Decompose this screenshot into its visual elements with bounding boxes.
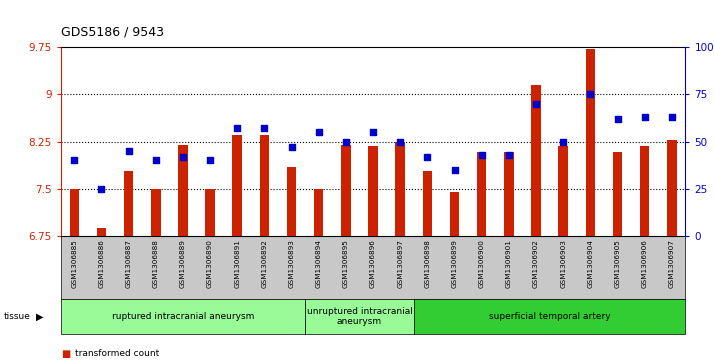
Point xyxy=(258,126,270,131)
Point xyxy=(286,144,297,150)
Point xyxy=(503,152,515,158)
Point xyxy=(476,152,488,158)
Bar xyxy=(314,189,323,236)
Point xyxy=(585,91,596,97)
Text: GDS5186 / 9543: GDS5186 / 9543 xyxy=(61,25,164,38)
Bar xyxy=(151,189,161,236)
Point xyxy=(177,154,188,160)
Bar xyxy=(450,192,459,236)
Text: transformed count: transformed count xyxy=(75,350,159,358)
Point xyxy=(639,114,650,120)
Point xyxy=(69,158,80,163)
Bar xyxy=(640,146,650,236)
Bar xyxy=(667,140,677,236)
Text: ▶: ▶ xyxy=(36,312,44,322)
Text: unruptured intracranial
aneurysm: unruptured intracranial aneurysm xyxy=(306,307,413,326)
Bar xyxy=(396,142,405,236)
Text: ruptured intracranial aneurysm: ruptured intracranial aneurysm xyxy=(111,312,254,321)
Bar xyxy=(368,146,378,236)
Point xyxy=(612,116,623,122)
Point xyxy=(96,186,107,192)
Bar xyxy=(423,171,432,236)
Bar xyxy=(69,189,79,236)
Bar xyxy=(178,145,188,236)
Bar xyxy=(96,228,106,236)
Point xyxy=(395,139,406,144)
Bar xyxy=(585,49,595,236)
Text: ■: ■ xyxy=(61,349,70,359)
Point xyxy=(666,114,678,120)
Bar xyxy=(260,135,269,236)
Bar xyxy=(531,85,540,236)
Bar xyxy=(206,189,215,236)
Bar xyxy=(287,167,296,236)
Bar xyxy=(124,171,134,236)
Point xyxy=(313,129,324,135)
Text: superficial temporal artery: superficial temporal artery xyxy=(489,312,610,321)
Bar xyxy=(477,152,486,236)
Bar xyxy=(504,152,513,236)
Point xyxy=(340,139,351,144)
Bar xyxy=(341,145,351,236)
Point xyxy=(123,148,134,154)
Bar xyxy=(613,152,623,236)
Point xyxy=(150,158,161,163)
Point xyxy=(367,129,378,135)
Point xyxy=(204,158,216,163)
Point xyxy=(422,154,433,160)
Bar xyxy=(558,146,568,236)
Text: tissue: tissue xyxy=(4,312,31,321)
Point xyxy=(231,126,243,131)
Point xyxy=(449,167,461,173)
Point xyxy=(531,101,542,107)
Point xyxy=(558,139,569,144)
Bar xyxy=(233,135,242,236)
